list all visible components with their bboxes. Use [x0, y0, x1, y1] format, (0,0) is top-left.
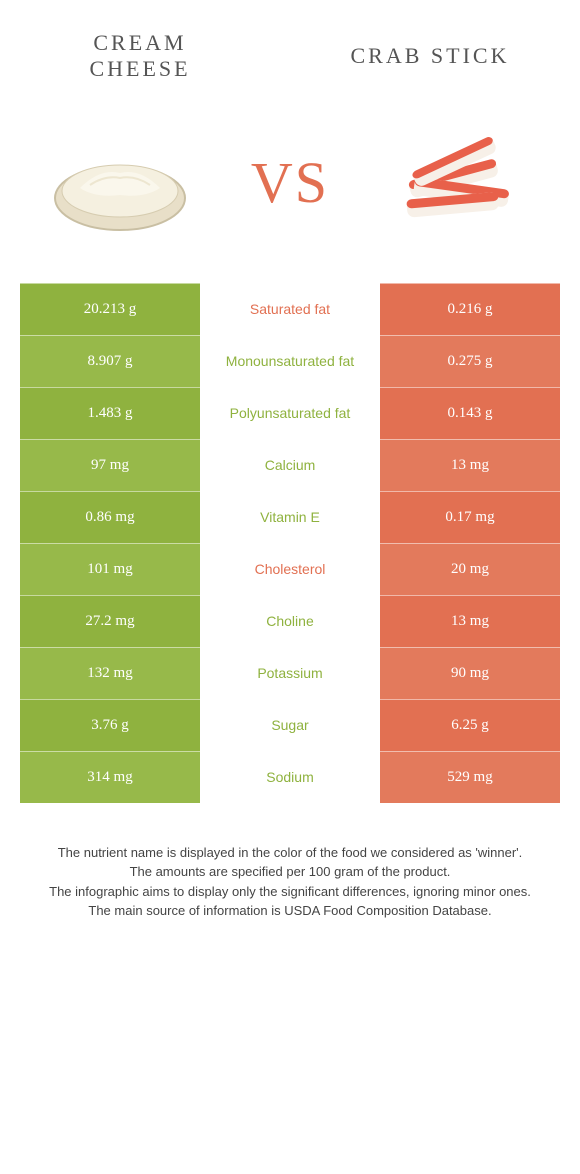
footer-line: The main source of information is USDA F…	[30, 901, 550, 921]
nutrient-label: Saturated fat	[200, 283, 380, 335]
value-right: 20 mg	[380, 543, 560, 595]
table-row: 132 mgPotassium90 mg	[20, 647, 560, 699]
header: CREAM CHEESE CRAB STICK	[0, 0, 580, 103]
footer-notes: The nutrient name is displayed in the co…	[0, 803, 580, 921]
vs-label: VS	[251, 149, 329, 216]
value-right: 529 mg	[380, 751, 560, 803]
table-row: 8.907 gMonounsaturated fat0.275 g	[20, 335, 560, 387]
value-left: 1.483 g	[20, 387, 200, 439]
footer-line: The nutrient name is displayed in the co…	[30, 843, 550, 863]
table-row: 3.76 gSugar6.25 g	[20, 699, 560, 751]
table-row: 97 mgCalcium13 mg	[20, 439, 560, 491]
value-left: 97 mg	[20, 439, 200, 491]
nutrient-label: Calcium	[200, 439, 380, 491]
nutrient-label: Sodium	[200, 751, 380, 803]
table-row: 314 mgSodium529 mg	[20, 751, 560, 803]
value-left: 8.907 g	[20, 335, 200, 387]
value-right: 6.25 g	[380, 699, 560, 751]
comparison-table: 20.213 gSaturated fat0.216 g8.907 gMonou…	[20, 283, 560, 803]
value-right: 0.143 g	[380, 387, 560, 439]
value-left: 20.213 g	[20, 283, 200, 335]
cream-cheese-image	[40, 113, 200, 253]
value-right: 13 mg	[380, 595, 560, 647]
value-left: 3.76 g	[20, 699, 200, 751]
nutrient-label: Potassium	[200, 647, 380, 699]
nutrient-label: Vitamin E	[200, 491, 380, 543]
table-row: 0.86 mgVitamin E0.17 mg	[20, 491, 560, 543]
food-title-right: CRAB STICK	[330, 43, 530, 69]
value-right: 13 mg	[380, 439, 560, 491]
table-row: 27.2 mgCholine13 mg	[20, 595, 560, 647]
table-row: 101 mgCholesterol20 mg	[20, 543, 560, 595]
nutrient-label: Choline	[200, 595, 380, 647]
value-left: 0.86 mg	[20, 491, 200, 543]
images-row: VS	[0, 103, 580, 283]
footer-line: The amounts are specified per 100 gram o…	[30, 862, 550, 882]
nutrient-label: Monounsaturated fat	[200, 335, 380, 387]
value-right: 0.275 g	[380, 335, 560, 387]
value-left: 27.2 mg	[20, 595, 200, 647]
nutrient-label: Sugar	[200, 699, 380, 751]
value-right: 90 mg	[380, 647, 560, 699]
value-right: 0.17 mg	[380, 491, 560, 543]
value-left: 132 mg	[20, 647, 200, 699]
value-left: 314 mg	[20, 751, 200, 803]
value-left: 101 mg	[20, 543, 200, 595]
nutrient-label: Polyunsaturated fat	[200, 387, 380, 439]
footer-line: The infographic aims to display only the…	[30, 882, 550, 902]
nutrient-label: Cholesterol	[200, 543, 380, 595]
table-row: 20.213 gSaturated fat0.216 g	[20, 283, 560, 335]
value-right: 0.216 g	[380, 283, 560, 335]
food-title-left: CREAM CHEESE	[50, 30, 230, 83]
crab-stick-image	[380, 113, 540, 253]
table-row: 1.483 gPolyunsaturated fat0.143 g	[20, 387, 560, 439]
